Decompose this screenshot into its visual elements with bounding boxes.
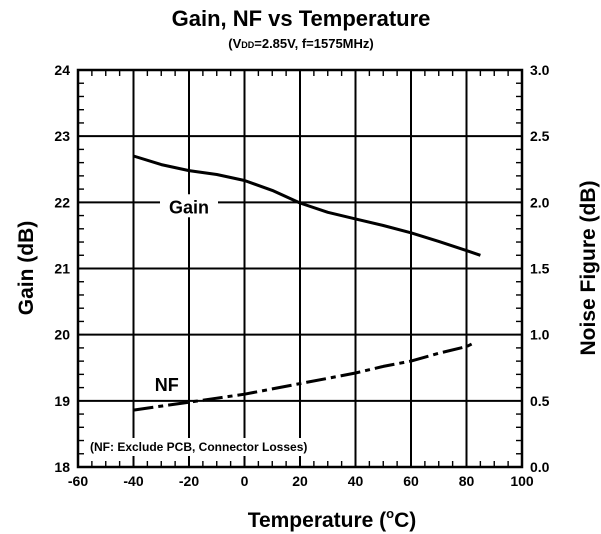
y-right-tick-label: 0.5 [530, 393, 550, 409]
gain-label: Gain [169, 197, 209, 217]
y-axis-right-label: Noise Figure (dB) [577, 180, 600, 355]
y-right-tick-label: 2.0 [530, 194, 550, 210]
plot-frame [76, 68, 524, 469]
y-right-tick-label: 3.0 [530, 62, 550, 78]
x-tick-label: 60 [403, 473, 419, 489]
x-tick-label: 20 [292, 473, 308, 489]
chart-subtitle: (VDD=2.85V, f=1575MHz) [228, 36, 373, 51]
y-left-tick-label: 19 [54, 393, 70, 409]
x-tick-label: -60 [68, 473, 88, 489]
x-tick-label: 80 [459, 473, 475, 489]
y-left-tick-label: 18 [54, 459, 70, 475]
y-right-tick-label: 2.5 [530, 128, 550, 144]
plot-area: -60 -40 -20 0 20 40 60 80 100 18 19 20 21 22 23 24 0.0 0.… [54, 62, 549, 489]
note-text: (NF: Exclude PCB, Connector Losses) [90, 440, 307, 454]
degree-superscript: o [386, 506, 394, 521]
gain-label-bg [160, 194, 218, 218]
y-left-tick-label: 21 [54, 261, 70, 277]
series-line-gain [133, 154, 481, 257]
y-left-tick-label: 24 [54, 62, 70, 78]
y-left-tick-label: 23 [54, 128, 70, 144]
x-tick-label: 40 [348, 473, 364, 489]
y-right-tick-label: 1.5 [530, 261, 550, 277]
subtitle-subscript: DD [241, 40, 254, 50]
nf-label: NF [155, 375, 179, 395]
note-bg [87, 438, 331, 456]
y-left-tick-label: 22 [54, 194, 70, 210]
y-right-tick-label: 1.0 [530, 327, 550, 343]
y-right-tick-label: 0.0 [530, 459, 550, 475]
x-tick-label: -40 [123, 473, 143, 489]
x-axis-label: Temperature (oC) [248, 506, 417, 532]
x-tick-label: 0 [241, 473, 249, 489]
x-tick-label: 100 [510, 473, 534, 489]
series-line-nf [133, 342, 473, 412]
x-tick-label: -20 [179, 473, 199, 489]
xlabel-tail: C) [394, 509, 416, 532]
chart-title: Gain, NF vs Temperature [172, 6, 431, 31]
y-axis-left-label: Gain (dB) [15, 221, 38, 316]
y-left-tick-label: 20 [54, 327, 70, 343]
